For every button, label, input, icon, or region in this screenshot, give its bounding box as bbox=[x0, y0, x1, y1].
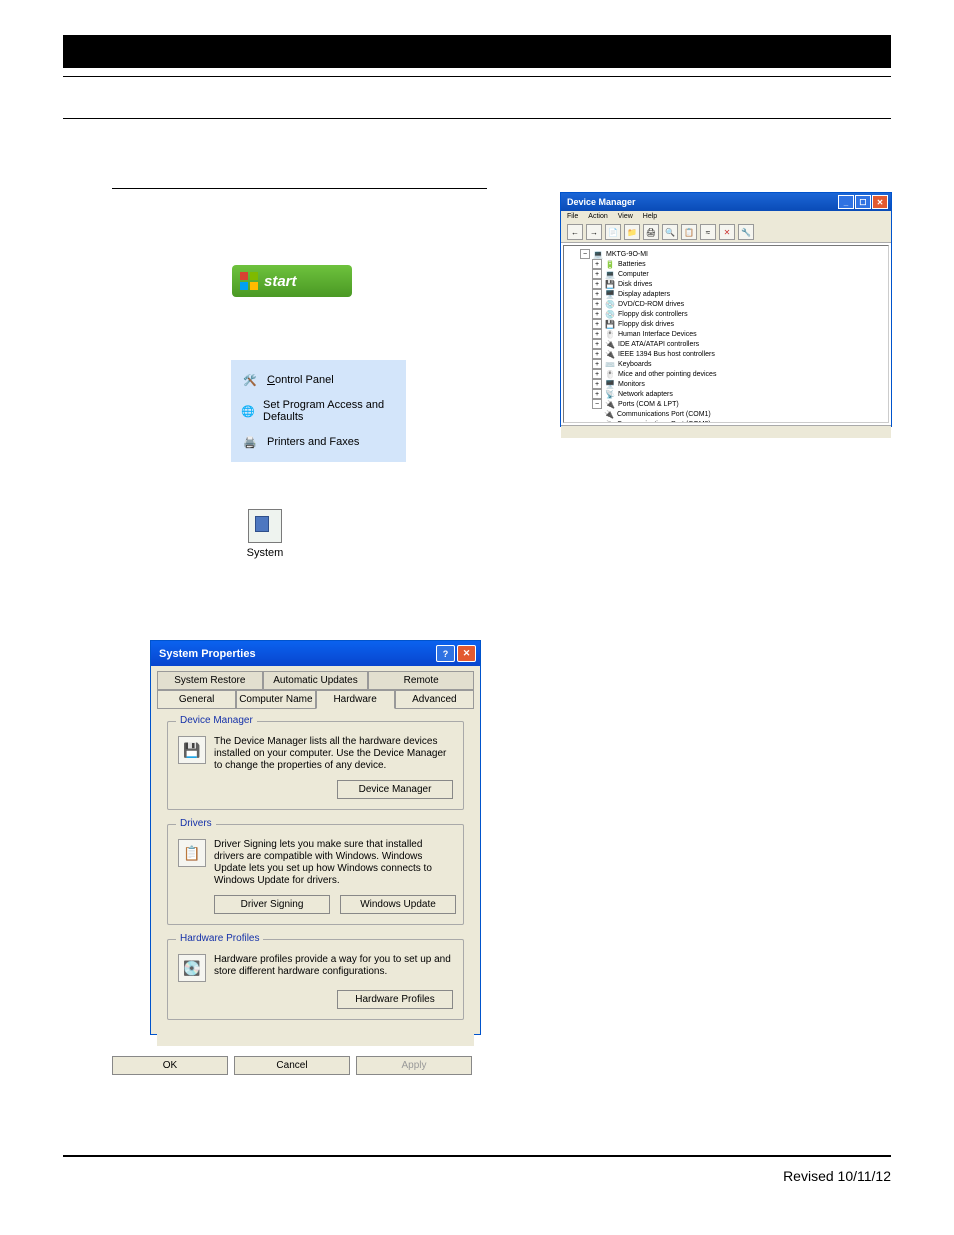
computer-icon bbox=[248, 509, 282, 543]
group-drivers: Drivers 📋 Driver Signing lets you make s… bbox=[167, 824, 464, 925]
close-button[interactable]: ✕ bbox=[872, 195, 888, 209]
tab-computer-name[interactable]: Computer Name bbox=[236, 690, 315, 709]
tb-print-icon[interactable]: 🖨 bbox=[643, 224, 659, 240]
toolbar: ← → 📄 📁 🖨 🔍 📋 ≈ ✕ 🔧 bbox=[561, 222, 891, 243]
tb-icon[interactable]: 📋 bbox=[681, 224, 697, 240]
tab-hardware[interactable]: Hardware bbox=[316, 690, 395, 709]
title-bar: System Properties ? ✕ bbox=[151, 641, 480, 666]
start-menu: 🛠️ Control Panel 🌐 Set Program Access an… bbox=[231, 360, 406, 462]
system-properties-dialog: System Properties ? ✕ System Restore Aut… bbox=[150, 640, 481, 1035]
title-bar: Device Manager _ ☐ ✕ bbox=[561, 193, 891, 211]
windows-logo-icon bbox=[240, 272, 258, 290]
tree-item[interactable]: −🔌Ports (COM & LPT) bbox=[570, 399, 885, 409]
device-manager-icon: 💾 bbox=[178, 736, 206, 764]
tree-item[interactable]: +💾Disk drives bbox=[570, 279, 885, 289]
start-button[interactable]: start bbox=[232, 265, 352, 297]
cancel-button[interactable]: Cancel bbox=[234, 1056, 350, 1075]
group-label: Drivers bbox=[176, 818, 216, 829]
tb-icon[interactable]: ≈ bbox=[700, 224, 716, 240]
menu-bar: File Action View Help bbox=[561, 211, 891, 222]
divider bbox=[63, 118, 891, 119]
tb-back-icon[interactable]: ← bbox=[567, 224, 583, 240]
dialog-title: System Properties bbox=[159, 648, 256, 660]
tree-item[interactable]: +💿Floppy disk controllers bbox=[570, 309, 885, 319]
tree-item[interactable]: +💿DVD/CD-ROM drives bbox=[570, 299, 885, 309]
tree-item[interactable]: +🖥️Display adapters bbox=[570, 289, 885, 299]
revised-text: Revised 10/11/12 bbox=[783, 1168, 891, 1184]
maximize-button[interactable]: ☐ bbox=[855, 195, 871, 209]
tree-item[interactable]: +📡Network adapters bbox=[570, 389, 885, 399]
system-icon[interactable]: System bbox=[243, 509, 287, 559]
help-button[interactable]: ? bbox=[436, 645, 455, 662]
start-label: start bbox=[264, 273, 297, 290]
menu-file[interactable]: File bbox=[567, 213, 578, 220]
close-button[interactable]: ✕ bbox=[457, 645, 476, 662]
menu-item-printers[interactable]: 🖨️ Printers and Faxes bbox=[231, 427, 406, 457]
status-bar bbox=[561, 425, 891, 438]
menu-label: Printers and Faxes bbox=[267, 436, 359, 448]
tab-general[interactable]: General bbox=[157, 690, 236, 709]
tb-icon[interactable]: 🔧 bbox=[738, 224, 754, 240]
driver-signing-button[interactable]: Driver Signing bbox=[214, 895, 330, 914]
tb-icon[interactable]: 🔍 bbox=[662, 224, 678, 240]
menu-label: Set Program Access and Defaults bbox=[263, 399, 398, 423]
group-label: Device Manager bbox=[176, 715, 257, 726]
tb-fwd-icon[interactable]: → bbox=[586, 224, 602, 240]
menu-item-control-panel[interactable]: 🛠️ Control Panel bbox=[231, 365, 406, 395]
tree-item[interactable]: +💾Floppy disk drives bbox=[570, 319, 885, 329]
group-text: Hardware profiles provide a way for you … bbox=[214, 954, 453, 978]
divider bbox=[63, 76, 891, 77]
menu-help[interactable]: Help bbox=[643, 213, 657, 220]
group-hardware-profiles: Hardware Profiles 💽 Hardware profiles pr… bbox=[167, 939, 464, 1020]
group-text: Driver Signing lets you make sure that i… bbox=[214, 839, 453, 887]
group-label: Hardware Profiles bbox=[176, 933, 263, 944]
group-text: The Device Manager lists all the hardwar… bbox=[214, 736, 453, 772]
minimize-button[interactable]: _ bbox=[838, 195, 854, 209]
tree-item[interactable]: +💻Computer bbox=[570, 269, 885, 279]
tb-icon[interactable]: 📁 bbox=[624, 224, 640, 240]
tab-system-restore[interactable]: System Restore bbox=[157, 671, 263, 690]
system-label: System bbox=[243, 547, 287, 559]
hardware-profiles-icon: 💽 bbox=[178, 954, 206, 982]
menu-label: Control Panel bbox=[267, 374, 334, 386]
drivers-icon: 📋 bbox=[178, 839, 206, 867]
window-title: Device Manager bbox=[567, 197, 636, 207]
tab-advanced[interactable]: Advanced bbox=[395, 690, 474, 709]
ok-button[interactable]: OK bbox=[112, 1056, 228, 1075]
tree-item[interactable]: +🖱️Mice and other pointing devices bbox=[570, 369, 885, 379]
tree-port-item[interactable]: 🔌Communications Port (COM1) bbox=[570, 409, 885, 419]
menu-item-program-access[interactable]: 🌐 Set Program Access and Defaults bbox=[231, 395, 406, 427]
tree-item[interactable]: +🔋Batteries bbox=[570, 259, 885, 269]
tree-item[interactable]: +⌨️Keyboards bbox=[570, 359, 885, 369]
hardware-profiles-button[interactable]: Hardware Profiles bbox=[337, 990, 453, 1009]
printer-icon: 🖨️ bbox=[239, 431, 261, 453]
tb-icon[interactable]: 📄 bbox=[605, 224, 621, 240]
tree-item[interactable]: +🔌IDE ATA/ATAPI controllers bbox=[570, 339, 885, 349]
program-access-icon: 🌐 bbox=[239, 400, 257, 422]
tree-item[interactable]: +🖥️Monitors bbox=[570, 379, 885, 389]
tb-icon[interactable]: ✕ bbox=[719, 224, 735, 240]
tree-port-item[interactable]: 🔌Communications Port (COM2) bbox=[570, 419, 885, 423]
tab-remote[interactable]: Remote bbox=[368, 671, 474, 690]
device-manager-window: Device Manager _ ☐ ✕ File Action View He… bbox=[560, 192, 892, 427]
menu-view[interactable]: View bbox=[618, 213, 633, 220]
device-manager-button[interactable]: Device Manager bbox=[337, 780, 453, 799]
windows-update-button[interactable]: Windows Update bbox=[340, 895, 456, 914]
tab-automatic-updates[interactable]: Automatic Updates bbox=[263, 671, 369, 690]
tree-item[interactable]: +🔌IEEE 1394 Bus host controllers bbox=[570, 349, 885, 359]
menu-action[interactable]: Action bbox=[588, 213, 607, 220]
device-tree[interactable]: −💻MKTG-9O-MI +🔋Batteries+💻Computer+💾Disk… bbox=[563, 245, 889, 423]
divider bbox=[112, 188, 487, 189]
header-bar bbox=[63, 35, 891, 68]
control-panel-icon: 🛠️ bbox=[239, 369, 261, 391]
tree-root[interactable]: −💻MKTG-9O-MI bbox=[570, 249, 885, 259]
divider bbox=[63, 1155, 891, 1157]
tree-item[interactable]: +🖱️Human Interface Devices bbox=[570, 329, 885, 339]
apply-button[interactable]: Apply bbox=[356, 1056, 472, 1075]
group-device-manager: Device Manager 💾 The Device Manager list… bbox=[167, 721, 464, 810]
